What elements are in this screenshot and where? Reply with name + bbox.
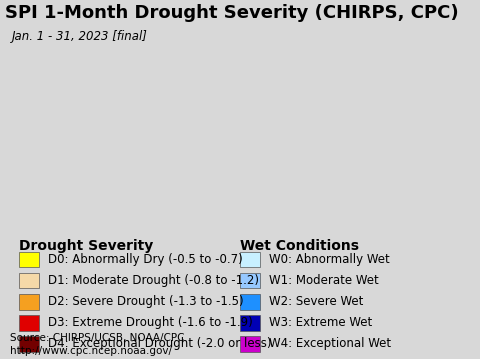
Bar	[19, 315, 39, 331]
Bar	[240, 294, 260, 309]
Text: D0: Abnormally Dry (-0.5 to -0.7): D0: Abnormally Dry (-0.5 to -0.7)	[48, 253, 243, 266]
Text: Wet Conditions: Wet Conditions	[240, 239, 359, 253]
Text: Jan. 1 - 31, 2023 [final]: Jan. 1 - 31, 2023 [final]	[12, 30, 148, 43]
Bar	[19, 273, 39, 288]
Text: W4: Exceptional Wet: W4: Exceptional Wet	[269, 337, 391, 350]
Text: W2: Severe Wet: W2: Severe Wet	[269, 295, 363, 308]
Text: D4: Exceptional Drought (-2.0 or less): D4: Exceptional Drought (-2.0 or less)	[48, 337, 272, 350]
Text: D3: Extreme Drought (-1.6 to -1.9): D3: Extreme Drought (-1.6 to -1.9)	[48, 316, 253, 329]
Bar	[19, 336, 39, 352]
Text: Source: CHIRPS/UCSB, NOAA/CPC: Source: CHIRPS/UCSB, NOAA/CPC	[10, 333, 184, 343]
Text: http://www.cpc.ncep.noaa.gov/: http://www.cpc.ncep.noaa.gov/	[10, 346, 172, 356]
Bar	[240, 315, 260, 331]
Text: Drought Severity: Drought Severity	[19, 239, 154, 253]
Bar	[240, 336, 260, 352]
Bar	[19, 252, 39, 267]
Text: W3: Extreme Wet: W3: Extreme Wet	[269, 316, 372, 329]
Bar	[19, 294, 39, 309]
Text: D1: Moderate Drought (-0.8 to -1.2): D1: Moderate Drought (-0.8 to -1.2)	[48, 274, 259, 287]
Bar	[240, 252, 260, 267]
Text: W0: Abnormally Wet: W0: Abnormally Wet	[269, 253, 390, 266]
Bar	[240, 273, 260, 288]
Text: D2: Severe Drought (-1.3 to -1.5): D2: Severe Drought (-1.3 to -1.5)	[48, 295, 244, 308]
Text: SPI 1-Month Drought Severity (CHIRPS, CPC): SPI 1-Month Drought Severity (CHIRPS, CP…	[5, 4, 458, 22]
Text: W1: Moderate Wet: W1: Moderate Wet	[269, 274, 379, 287]
